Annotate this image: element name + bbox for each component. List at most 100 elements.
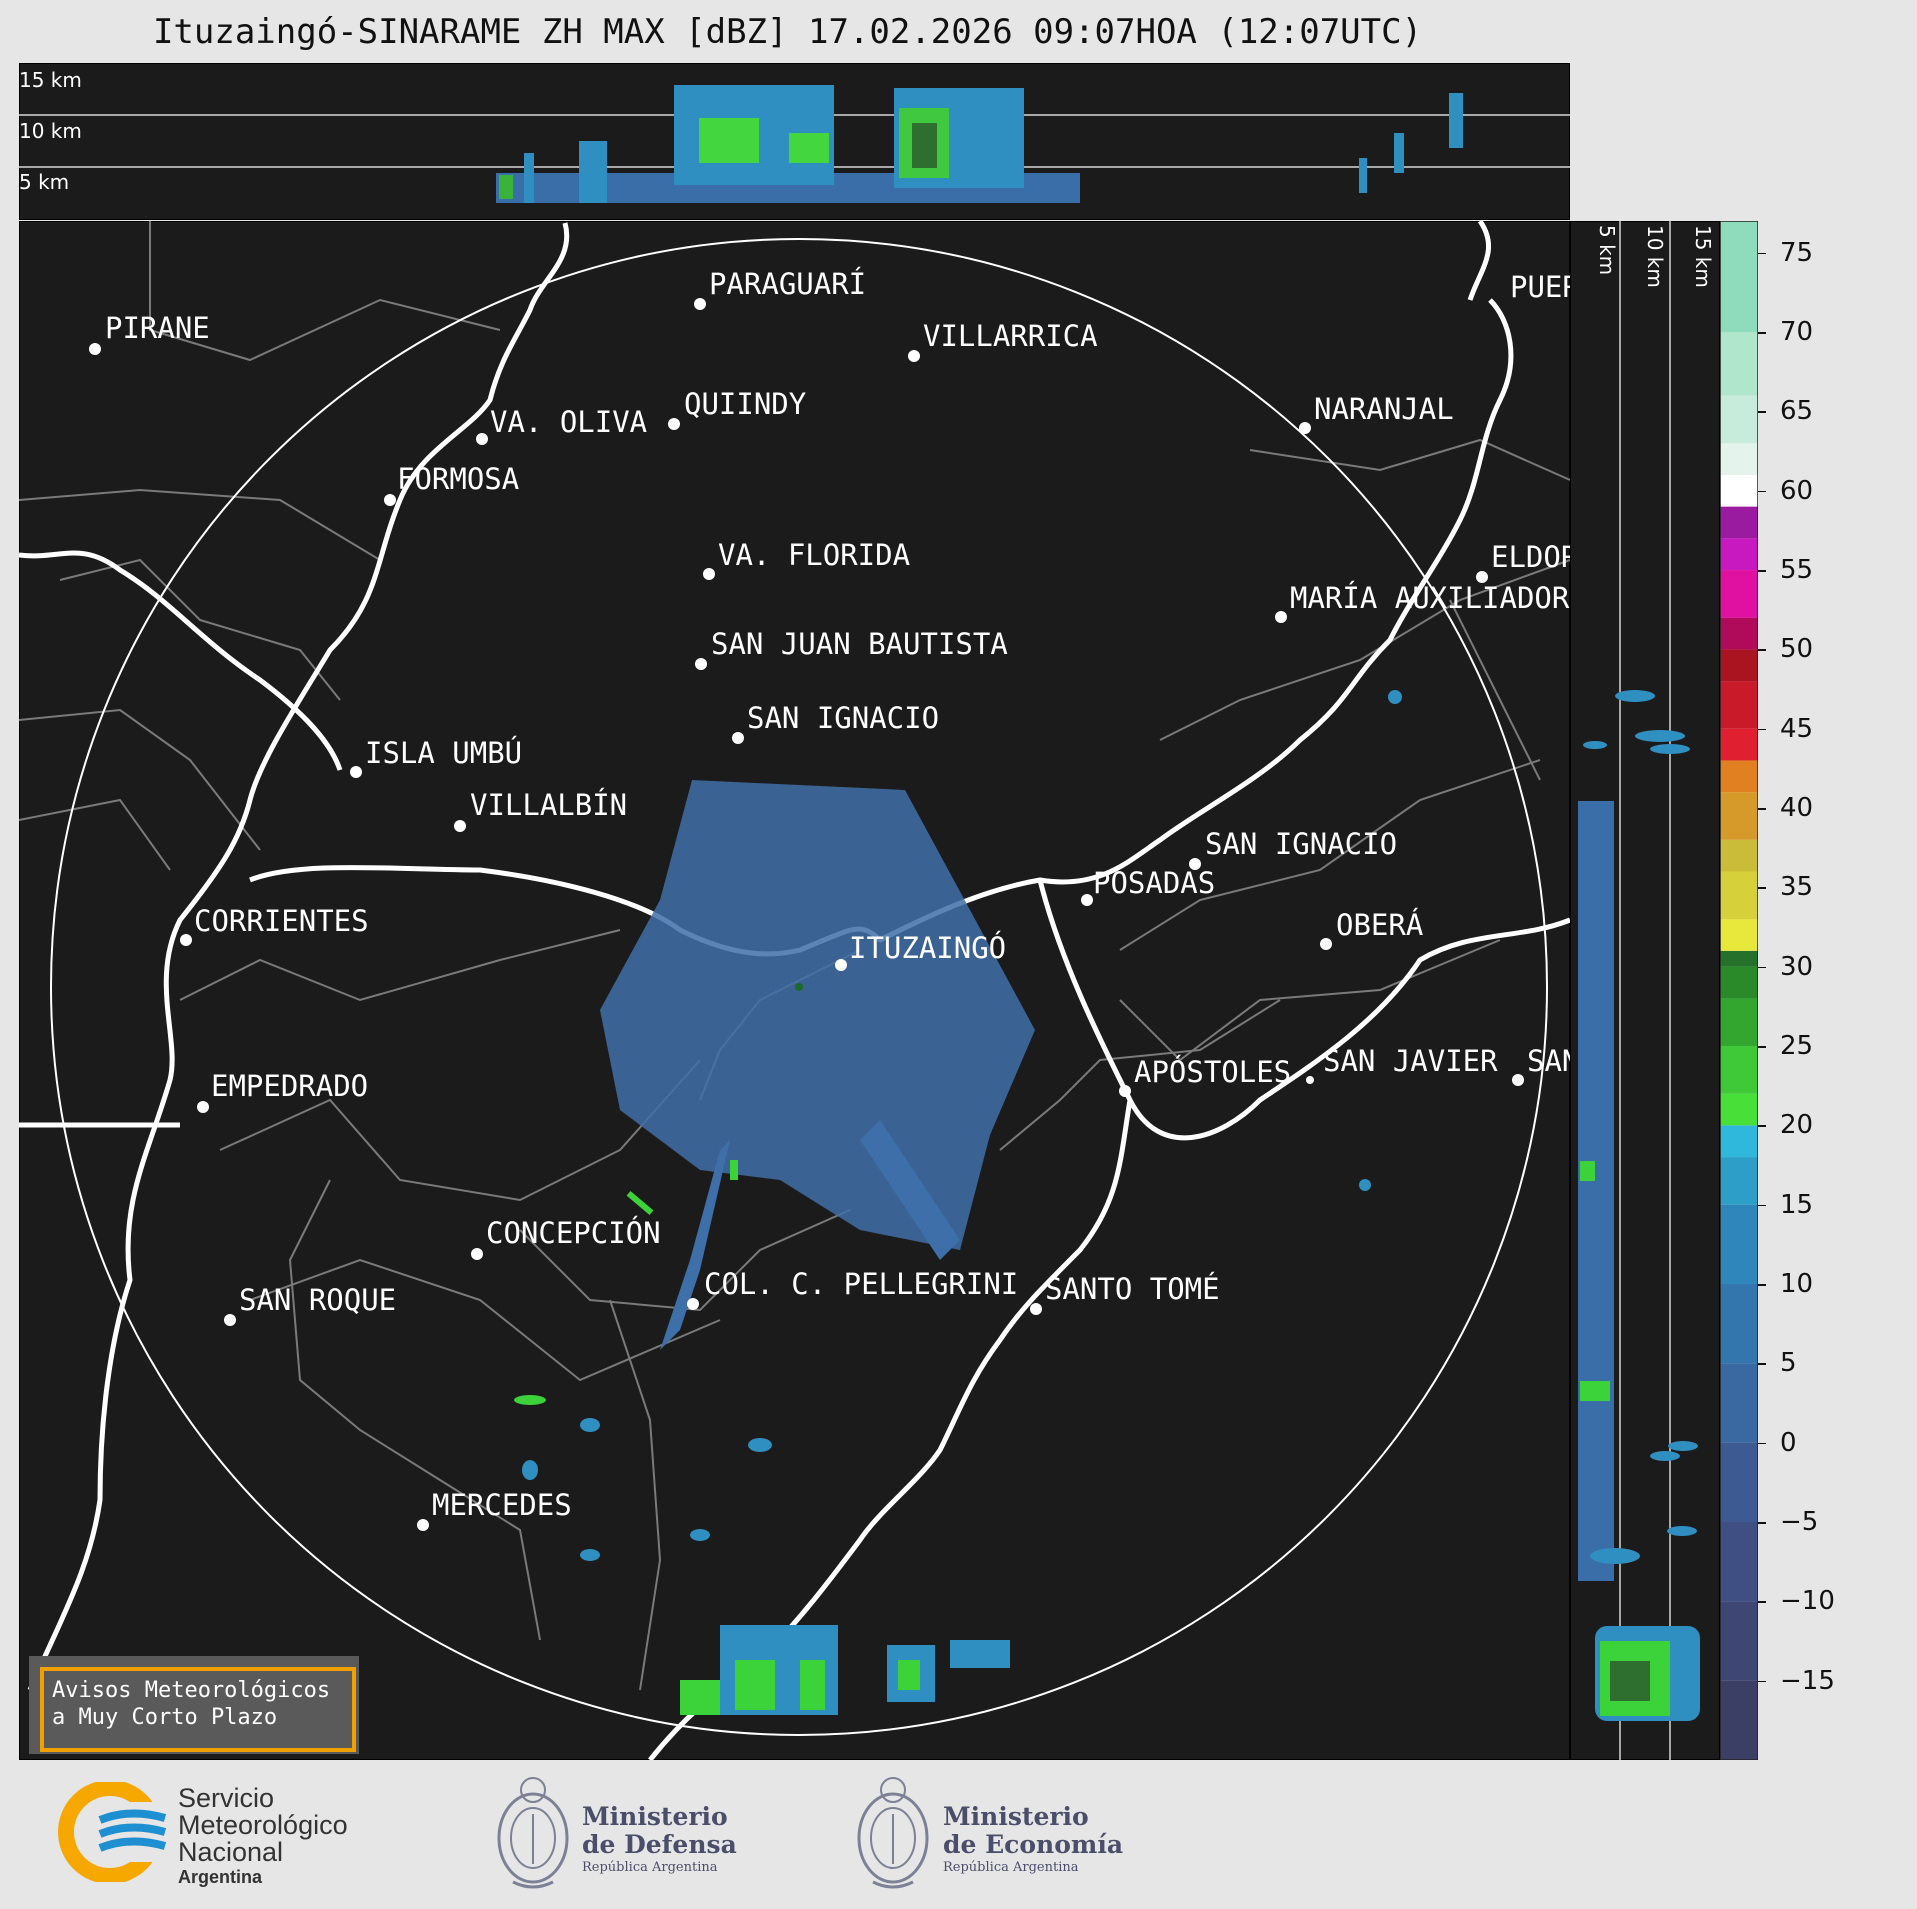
colorbar-tick-label: −15 <box>1780 1665 1835 1696</box>
smn-line-3: Nacional <box>178 1837 284 1867</box>
side-label-5km: 5 km <box>1595 225 1619 275</box>
svg-text:SAN: SAN <box>1527 1044 1570 1078</box>
colorbar-tick-mark <box>1758 808 1766 810</box>
colorbar-step <box>1720 1363 1758 1443</box>
svg-text:PIRANE: PIRANE <box>105 311 210 345</box>
svg-text:SAN JAVIER: SAN JAVIER <box>1323 1044 1498 1078</box>
colorbar-tick-mark <box>1758 1363 1766 1365</box>
svg-text:SAN IGNACIO: SAN IGNACIO <box>1205 827 1397 861</box>
colorbar-step <box>1720 617 1758 650</box>
city-col-c-pellegrini: COL. C. PELLEGRINI <box>687 1267 1018 1310</box>
colorbar-tick-mark <box>1758 1442 1766 1445</box>
radar-range-ring <box>50 238 1548 1736</box>
smn-logo-icon <box>58 1782 175 1882</box>
defensa-text: Ministerio de Defensa República Argentin… <box>582 1803 737 1877</box>
colorbar-tick-label: 75 <box>1780 237 1814 268</box>
side-label-10km: 10 km <box>1643 225 1667 288</box>
colorbar-tick-mark <box>1758 1125 1766 1127</box>
colorbar-step <box>1720 1093 1758 1126</box>
province-borders <box>19 221 1570 1691</box>
svg-text:VA. FLORIDA: VA. FLORIDA <box>718 538 910 572</box>
colorbar-tick-mark <box>1758 1680 1766 1683</box>
svg-text:SAN IGNACIO: SAN IGNACIO <box>747 701 939 735</box>
svg-text:ELDOR: ELDOR <box>1491 540 1570 574</box>
city-naranjal: NARANJAL <box>1299 392 1454 434</box>
svg-text:APÓSTOLES: APÓSTOLES <box>1134 1055 1291 1089</box>
top-echo-profile <box>496 85 1463 203</box>
svg-text:CORRIENTES: CORRIENTES <box>194 904 369 938</box>
colorbar-tick-mark <box>1758 1601 1766 1603</box>
city-villarrica: VILLARRICA <box>908 319 1098 362</box>
colorbar-tick-mark <box>1758 887 1766 889</box>
city-isla-umbu: ISLA UMBÚ <box>350 736 522 778</box>
colorbar-tick-label: 20 <box>1780 1110 1814 1141</box>
colorbar-step <box>1720 1157 1758 1205</box>
defensa-line-1: Ministerio <box>582 1802 728 1831</box>
economia-text: Ministerio de Economía República Argenti… <box>943 1803 1123 1877</box>
colorbar-tick-label: 15 <box>1780 1189 1814 1220</box>
city-san-javier: SAN JAVIER <box>1306 1044 1498 1084</box>
colorbar-tick-label: 50 <box>1780 634 1814 665</box>
colorbar-tick-label: 55 <box>1780 555 1814 586</box>
city-corrientes: CORRIENTES <box>180 904 369 946</box>
colorbar-step <box>1720 570 1758 618</box>
defensa-line-3: República Argentina <box>582 1860 718 1875</box>
smn-text: Servicio Meteorológico Nacional Argentin… <box>178 1785 348 1888</box>
colorbar-step <box>1720 332 1758 396</box>
colorbar-tick-label: 25 <box>1780 1031 1814 1062</box>
colorbar-tick-label: 70 <box>1780 317 1814 348</box>
city-villalbin: VILLALBÍN <box>454 788 627 832</box>
city-empedrado: EMPEDRADO <box>197 1069 368 1113</box>
colorbar-tick-label: 10 <box>1780 1269 1814 1300</box>
city-paraguari: PARAGUARÍ <box>694 267 866 310</box>
city-posadas: POSADAS <box>1081 866 1215 906</box>
side-label-15km: 15 km <box>1691 225 1715 288</box>
economia-seal-icon <box>857 1777 929 1889</box>
colorbar-step <box>1720 649 1758 682</box>
colorbar-tick-mark <box>1758 570 1766 572</box>
city-eldor: ELDOR <box>1476 540 1570 583</box>
colorbar-step <box>1720 728 1758 761</box>
svg-text:PUER: PUER <box>1510 270 1570 304</box>
top-label-10km: 10 km <box>19 119 82 143</box>
radar-map: PIRANE PARAGUARÍ VILLARRICA QUIINDY VA. … <box>19 221 1570 1760</box>
svg-text:PARAGUARÍ: PARAGUARÍ <box>709 267 866 301</box>
city-apostoles: APÓSTOLES <box>1119 1055 1291 1097</box>
colorbar-tick-mark <box>1758 332 1766 334</box>
svg-text:MARÍA AUXILIADOR: MARÍA AUXILIADOR <box>1290 581 1570 615</box>
svg-text:NARANJAL: NARANJAL <box>1314 392 1454 426</box>
smn-line-2: Meteorológico <box>178 1810 348 1840</box>
side-echo-profile <box>1578 690 1700 1721</box>
city-san-ignacio-py: SAN IGNACIO <box>732 701 939 744</box>
svg-text:MERCEDES: MERCEDES <box>432 1488 572 1522</box>
svg-text:ITUZAINGÓ: ITUZAINGÓ <box>849 931 1006 965</box>
colorbar-tick-label: −10 <box>1780 1586 1835 1617</box>
colorbar-step <box>1720 538 1758 571</box>
defensa-line-2: de Defensa <box>582 1830 737 1859</box>
colorbar-step <box>1720 792 1758 840</box>
economia-line-3: República Argentina <box>943 1860 1079 1875</box>
colorbar-step <box>1720 998 1758 1047</box>
colorbar-step <box>1720 1125 1758 1158</box>
city-pirane: PIRANE <box>89 311 210 355</box>
colorbar-tick-mark <box>1758 728 1766 731</box>
city-formosa: FORMOSA <box>384 462 519 506</box>
colorbar-step <box>1720 1522 1758 1602</box>
colorbar-tick-mark <box>1758 1046 1766 1048</box>
svg-text:POSADAS: POSADAS <box>1093 866 1215 900</box>
radar-echoes <box>514 690 1402 1715</box>
colorbar-tick-label: −5 <box>1780 1507 1819 1537</box>
colorbar-step <box>1720 395 1758 444</box>
colorbar-step <box>1720 966 1758 999</box>
colorbar-step <box>1720 839 1758 872</box>
colorbar <box>1720 221 1758 1760</box>
top-height-panel: 15 km 10 km 5 km <box>19 63 1570 220</box>
economia-line-1: Ministerio <box>943 1802 1089 1831</box>
colorbar-step <box>1720 474 1758 507</box>
colorbar-step <box>1720 681 1758 729</box>
side-height-panel: 5 km 10 km 15 km <box>1570 221 1720 1760</box>
city-puer: PUER <box>1510 270 1570 304</box>
city-concepcion: CONCEPCIÓN <box>471 1216 661 1260</box>
svg-text:COL. C. PELLEGRINI: COL. C. PELLEGRINI <box>704 1267 1018 1301</box>
colorbar-tick-mark <box>1758 1204 1766 1207</box>
